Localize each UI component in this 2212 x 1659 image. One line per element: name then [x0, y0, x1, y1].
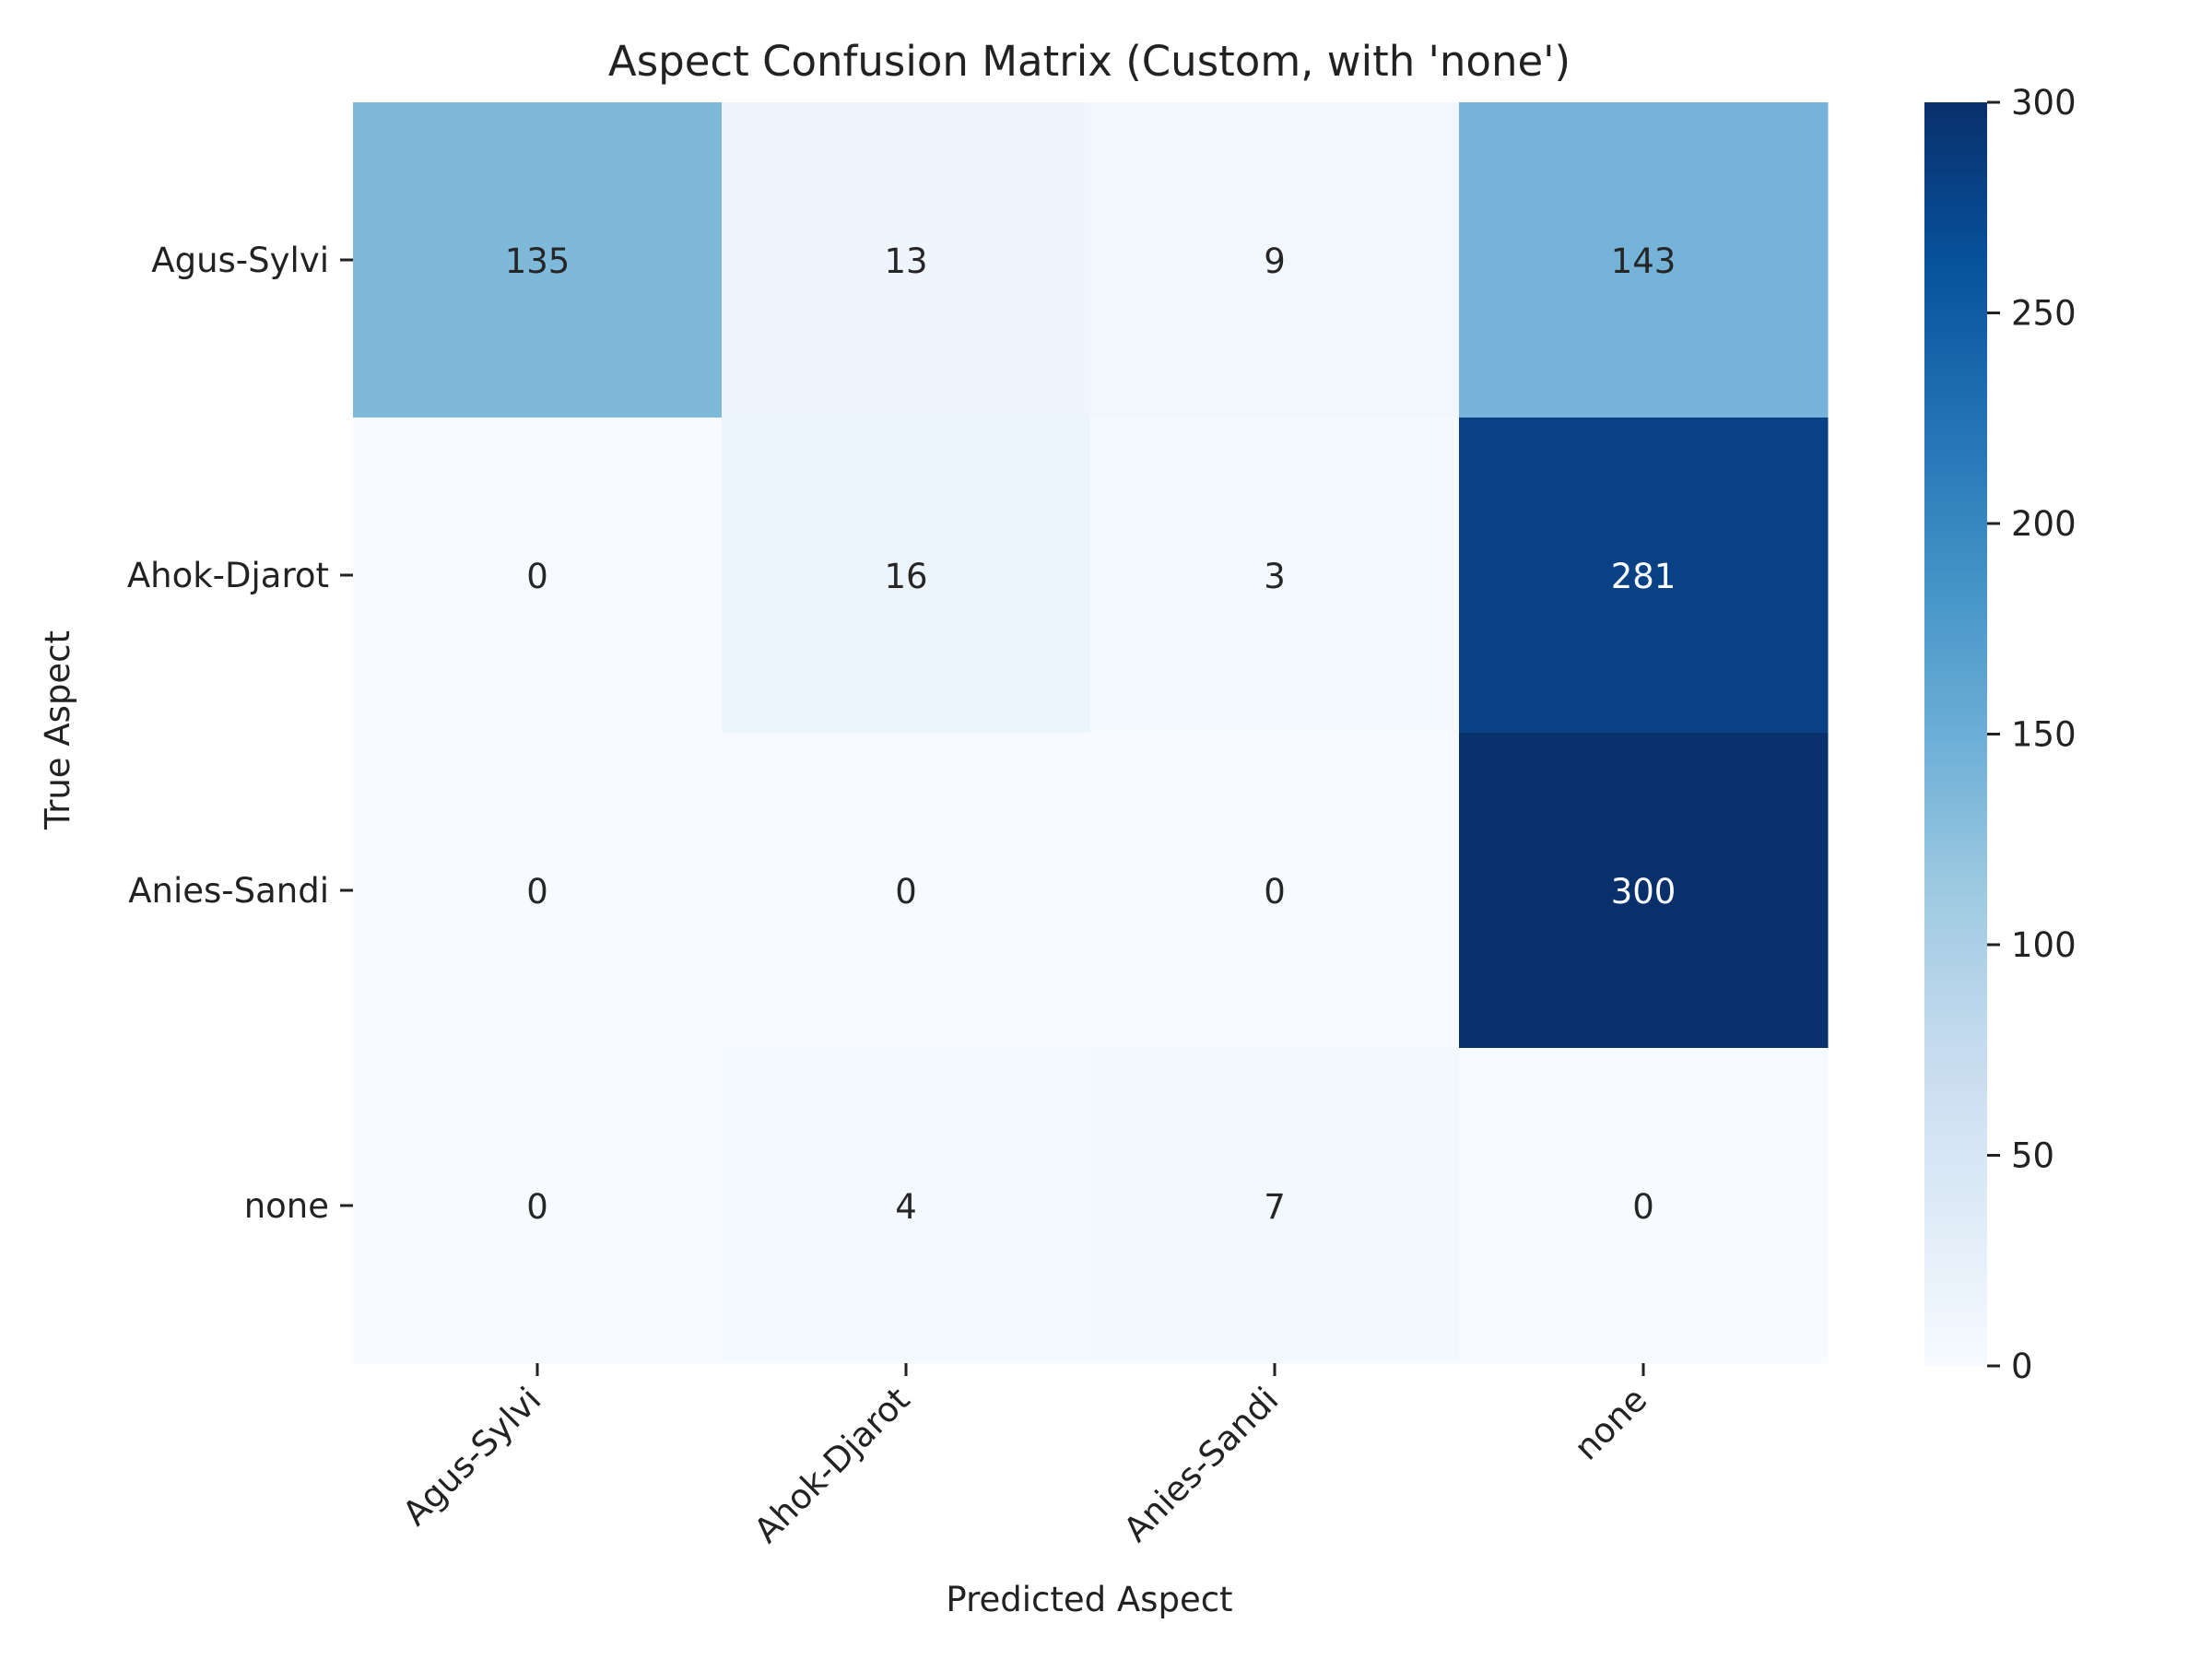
cell-value-label: 4 [895, 1187, 917, 1227]
cell-value-label: 0 [526, 1187, 548, 1227]
cell-value-label: 9 [1264, 241, 1286, 281]
heatmap-cell-r1-c2 [1090, 418, 1460, 734]
cell-value-label: 0 [1264, 872, 1286, 912]
cell-value-label: 135 [505, 241, 571, 281]
chart-title: Aspect Confusion Matrix (Custom, with 'n… [608, 37, 1571, 86]
heatmap-cell-r1-c1 [722, 418, 1091, 734]
colorbar-tick-label: 100 [2011, 925, 2077, 965]
x-tick-label: Ahok-Djarot [747, 1380, 917, 1550]
heatmap-cell-r0-c0 [353, 102, 723, 418]
cell-value-label: 0 [526, 872, 548, 912]
x-axis-label: Predicted Aspect [946, 1580, 1232, 1619]
cell-value-label: 143 [1611, 241, 1677, 281]
x-tick-label: Agus-Sylvi [395, 1380, 549, 1534]
cell-value-label: 0 [526, 557, 548, 596]
colorbar-tick-label: 200 [2011, 504, 2077, 544]
colorbar-tick-label: 0 [2011, 1347, 2033, 1386]
heatmap-cell-r3-c1 [722, 1048, 1091, 1364]
heatmap-cell-r0-c1 [722, 102, 1091, 418]
heatmap-cell-r2-c1 [722, 733, 1091, 1049]
y-tick-label: Anies-Sandi [128, 871, 329, 911]
y-tick-label: Agus-Sylvi [151, 241, 329, 280]
heatmap-cell-r0-c2 [1090, 102, 1460, 418]
colorbar-tick-label: 50 [2011, 1136, 2054, 1176]
x-tick-label: Anies-Sandi [1116, 1380, 1286, 1549]
colorbar-tick-label: 250 [2011, 294, 2077, 334]
cell-value-label: 16 [884, 557, 927, 596]
heatmap-cell-r2-c0 [353, 733, 723, 1049]
cell-value-label: 0 [895, 872, 917, 912]
heatmap-cell-r1-c3 [1459, 418, 1829, 734]
cell-value-label: 7 [1264, 1187, 1286, 1227]
y-tick-label: none [244, 1186, 329, 1226]
colorbar: 0 50 100 150 200 250 300 [1924, 83, 2077, 1386]
cell-value-label: 13 [884, 241, 927, 281]
heatmap-cell-r2-c3 [1459, 733, 1829, 1049]
cell-value-label: 3 [1264, 557, 1286, 596]
colorbar-gradient [1924, 102, 1987, 1366]
heatmap-cell-r3-c2 [1090, 1048, 1460, 1364]
y-axis-label: True Aspect [38, 630, 77, 830]
x-tick-label: none [1567, 1380, 1655, 1468]
heatmap-cell-r3-c0 [353, 1048, 723, 1364]
y-tick-label: Ahok-Djarot [127, 556, 329, 595]
heatmap-cell-r3-c3 [1459, 1048, 1829, 1364]
heatmap-cell-r0-c3 [1459, 102, 1829, 418]
cell-value-label: 281 [1611, 557, 1677, 596]
cell-value-label: 0 [1632, 1187, 1654, 1227]
colorbar-tick-label: 300 [2011, 83, 2077, 123]
y-axis: Agus-Sylvi Ahok-Djarot Anies-Sandi none [127, 241, 353, 1226]
heatmap-cell-r2-c2 [1090, 733, 1460, 1049]
colorbar-tick-label: 150 [2011, 715, 2077, 755]
x-axis: Agus-Sylvi Ahok-Djarot Anies-Sandi none [395, 1363, 1655, 1550]
heatmap-cell-r1-c0 [353, 418, 723, 734]
heatmap-cells [353, 102, 1829, 1364]
cell-value-label: 300 [1611, 872, 1677, 912]
